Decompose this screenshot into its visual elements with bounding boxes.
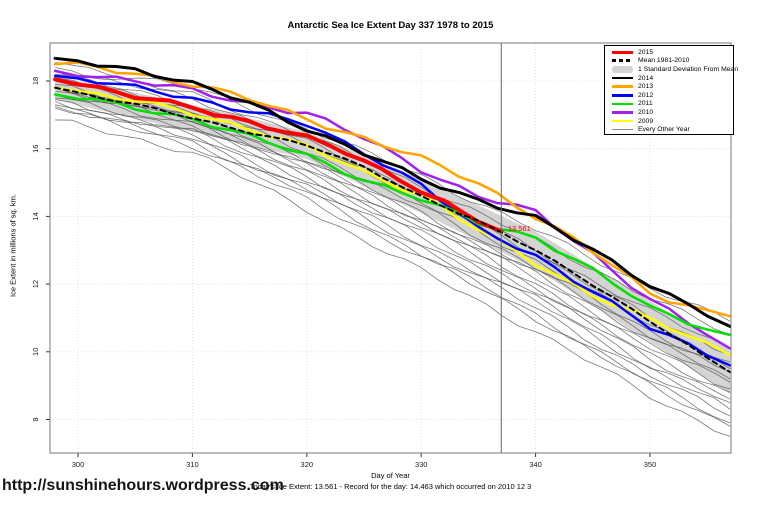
series-2010: [53, 69, 731, 350]
legend-swatch-icon: [612, 59, 633, 63]
x-tick-label: 300: [72, 460, 85, 469]
gray-year-line: [55, 104, 731, 417]
legend-label: Every Other Year: [638, 126, 690, 134]
legend-item-mean-1981-2010: Mean 1981-2010: [612, 57, 733, 66]
series-2009: [53, 86, 731, 357]
x-tick-label: 330: [415, 460, 428, 469]
gray-year-line: [55, 83, 731, 373]
gray-year-line: [54, 106, 731, 424]
legend-label: 2014: [638, 74, 654, 82]
gray-year-line: [55, 67, 731, 336]
legend-item-2014: 2014: [612, 74, 733, 83]
gray-year-line: [55, 119, 731, 437]
site-url: http://sunshinehours.wordpress.com: [2, 477, 284, 494]
x-tick-label: 320: [301, 460, 314, 469]
legend-item-1-standard-deviation-from-mean: 1 Standard Deviation From Mean: [612, 65, 738, 74]
y-tick-label: 14: [31, 212, 40, 220]
plot-area: [53, 56, 731, 437]
legend-label: 2011: [638, 100, 653, 108]
legend-item-every-other-year: Every Other Year: [612, 125, 733, 134]
legend-swatch-icon: [612, 50, 633, 54]
gray-year-line: [55, 94, 731, 393]
series-2014: [53, 56, 731, 328]
legend-item-2009: 2009: [612, 117, 733, 126]
page-title: Antarctic Sea Ice Extent Day 337 1978 to…: [287, 20, 494, 31]
gray-year-line: [55, 97, 731, 400]
series-2012: [53, 74, 731, 367]
legend-item-2015: 2015: [612, 48, 733, 57]
footnote-text: Today's Ice Extent: 13.561 - Record for …: [249, 482, 532, 491]
x-tick-label: 350: [644, 460, 657, 469]
gray-year-line: [55, 107, 731, 427]
legend-label: 2015: [638, 48, 654, 56]
y-tick-label: 18: [31, 77, 40, 85]
legend-label: Mean 1981-2010: [638, 57, 690, 65]
legend-swatch-icon: [612, 129, 633, 131]
x-axis-label: Day of Year: [371, 471, 410, 480]
legend-swatch-icon: [612, 65, 633, 73]
legend-label: 2010: [638, 108, 654, 116]
extent-annotation: 13.561: [508, 224, 531, 233]
std-dev-band: [55, 75, 731, 395]
legend-swatch-icon: [612, 85, 633, 88]
legend-item-2013: 2013: [612, 82, 733, 91]
series-mean-1981-2010: [54, 86, 731, 374]
series-2013: [53, 61, 731, 318]
legend-item-2012: 2012: [612, 91, 733, 100]
series-2015: [53, 77, 504, 234]
legend-swatch-icon: [612, 76, 633, 80]
gray-year-line: [54, 70, 731, 349]
gray-year-line: [55, 90, 731, 390]
legend-swatch-icon: [612, 119, 633, 123]
y-tick-label: 8: [31, 417, 40, 421]
plot-border: [49, 42, 732, 454]
legend-label: 1 Standard Deviation From Mean: [638, 65, 739, 73]
legend-item-2010: 2010: [612, 108, 733, 117]
y-tick-label: 16: [31, 145, 40, 153]
y-tick-label: 10: [31, 348, 40, 356]
legend-item-2011: 2011: [612, 100, 733, 109]
gray-year-line: [55, 99, 731, 403]
legend-label: 2009: [638, 117, 654, 125]
legend-swatch-icon: [612, 93, 633, 97]
y-tick-label: 12: [31, 280, 40, 288]
x-tick-label: 340: [529, 460, 542, 469]
y-axis-label: Ice Extent in millions of sq. km.: [8, 194, 18, 297]
gray-year-line: [54, 85, 731, 380]
legend-label: 2012: [638, 91, 654, 99]
legend-box: 2015 Mean 1981-2010 1 Standard Deviation F…: [604, 45, 738, 135]
x-tick-label: 310: [186, 460, 199, 469]
legend-swatch-icon: [612, 102, 633, 106]
legend-swatch-icon: [612, 111, 633, 114]
legend-label: 2013: [638, 83, 654, 91]
gray-year-line: [54, 100, 731, 410]
gray-year-line: [55, 80, 731, 370]
